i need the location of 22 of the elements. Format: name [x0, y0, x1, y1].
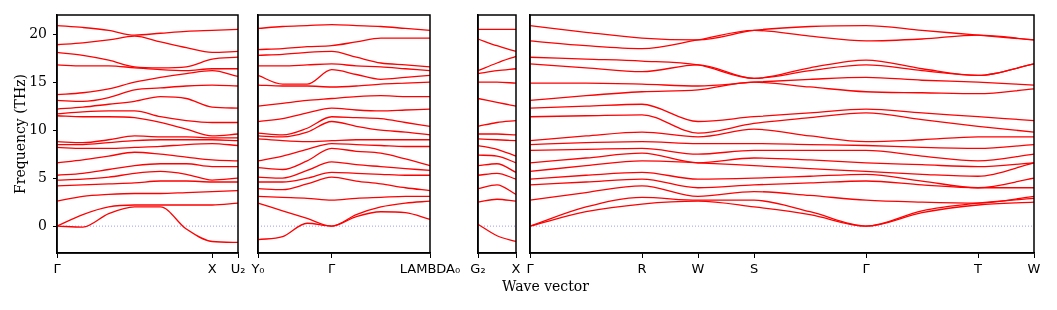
x-tick-label: X	[207, 261, 217, 277]
x-tick-label: R	[637, 261, 647, 277]
x-tick-label: X	[511, 261, 521, 277]
y-tick-label: 20	[29, 24, 47, 41]
y-tick-label: 0	[38, 216, 47, 233]
x-tick-label: Γ	[526, 261, 535, 277]
x-tick-label: Γ	[53, 261, 62, 277]
x-tick-label: Y₀	[250, 261, 265, 277]
x-tick-label: W	[1027, 261, 1041, 277]
x-tick-label: T	[973, 261, 983, 277]
y-tick-label: 5	[38, 168, 47, 185]
y-tick-label: 10	[29, 120, 47, 137]
x-tick-label: Γ	[862, 261, 871, 277]
x-tick-label: S	[749, 261, 759, 277]
x-tick-label: W	[691, 261, 705, 277]
x-tick-label: Γ	[328, 261, 337, 277]
x-tick-label: G₂	[470, 261, 486, 277]
x-tick-label: U₂	[230, 261, 246, 277]
x-tick-label: LAMBDA₀	[399, 261, 461, 277]
y-tick-label: 15	[29, 72, 47, 89]
y-axis-title: Frequency (THz)	[12, 73, 29, 195]
x-axis-title: Wave vector	[502, 278, 589, 294]
